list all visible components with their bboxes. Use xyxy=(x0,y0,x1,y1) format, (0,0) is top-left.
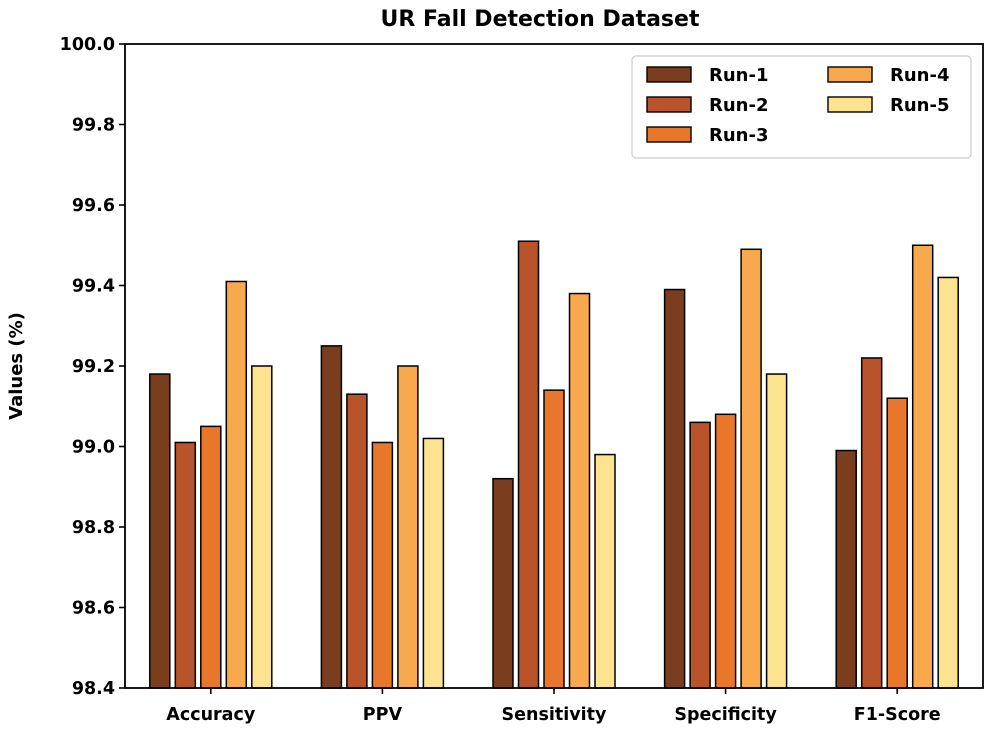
bar-run-1-ppv xyxy=(320,345,343,689)
bar-run-2-specificity xyxy=(689,421,711,689)
bar-run-5-ppv xyxy=(422,437,445,689)
y-tick-label: 98.4 xyxy=(72,679,115,699)
y-tick-label: 100.0 xyxy=(60,35,115,55)
y-tick-label: 99.4 xyxy=(72,277,115,297)
legend-swatch-run-1 xyxy=(646,66,692,83)
legend-label-run-1: Run-1 xyxy=(709,65,768,86)
bar-run-4-f1-score xyxy=(911,244,934,689)
legend-box xyxy=(631,55,972,159)
bar-run-1-sensitivity xyxy=(492,477,514,689)
chart-title: UR Fall Detection Dataset xyxy=(381,7,700,32)
y-tick-label: 98.6 xyxy=(72,599,115,619)
legend-swatch-run-4 xyxy=(827,66,873,83)
axes-layer: 98.4 98.6 98.8 99.0 99.2 99.4 99.6 99.8 100.0 Acc… xyxy=(60,35,984,725)
bar-run-3-accuracy xyxy=(200,425,222,689)
y-tick-label: 98.8 xyxy=(72,518,115,538)
bars-layer xyxy=(149,240,959,689)
x-tick-label: F1-Score xyxy=(854,705,941,725)
legend-swatch-run-2 xyxy=(646,96,692,113)
y-tick-label: 99.6 xyxy=(72,196,115,216)
bar-run-2-sensitivity xyxy=(517,240,540,689)
legend-label-run-3: Run-3 xyxy=(709,125,768,146)
legend-label-run-4: Run-4 xyxy=(890,65,949,86)
bar-run-1-specificity xyxy=(663,288,686,689)
bar-run-1-f1-score xyxy=(835,449,857,689)
bar-run-4-ppv xyxy=(397,365,419,689)
y-tick-label: 99.8 xyxy=(72,116,115,136)
x-tick-label: Specificity xyxy=(674,705,777,725)
bar-run-2-f1-score xyxy=(860,357,883,689)
bar-run-3-ppv xyxy=(371,441,394,689)
legend-label-run-5: Run-5 xyxy=(890,95,949,116)
bar-run-5-specificity xyxy=(765,373,788,689)
legend: Run-1 Run-2 Run-3 Run-4 Run-5 xyxy=(631,55,972,159)
bar-run-5-accuracy xyxy=(251,365,273,689)
bar-run-2-ppv xyxy=(346,393,368,689)
y-tick-label: 99.0 xyxy=(72,438,115,458)
y-axis-label: Values (%) xyxy=(6,312,27,420)
x-tick-label: PPV xyxy=(363,705,403,725)
bar-run-4-sensitivity xyxy=(568,292,591,689)
y-tick-label: 99.2 xyxy=(72,357,115,377)
bar-run-5-f1-score xyxy=(937,276,959,689)
x-tick-label: Sensitivity xyxy=(502,705,607,725)
bar-run-4-accuracy xyxy=(225,280,248,689)
x-tick-label: Accuracy xyxy=(166,705,256,725)
legend-swatch-run-5 xyxy=(827,96,873,113)
bar-run-5-sensitivity xyxy=(594,453,616,689)
legend-swatch-run-3 xyxy=(646,126,692,143)
bar-run-3-f1-score xyxy=(886,397,908,689)
bar-run-3-specificity xyxy=(714,413,737,689)
legend-label-run-2: Run-2 xyxy=(709,95,768,116)
bar-run-3-sensitivity xyxy=(543,389,565,689)
bar-run-1-accuracy xyxy=(149,373,171,689)
bar-run-4-specificity xyxy=(740,248,762,689)
bar-run-2-accuracy xyxy=(174,441,197,689)
